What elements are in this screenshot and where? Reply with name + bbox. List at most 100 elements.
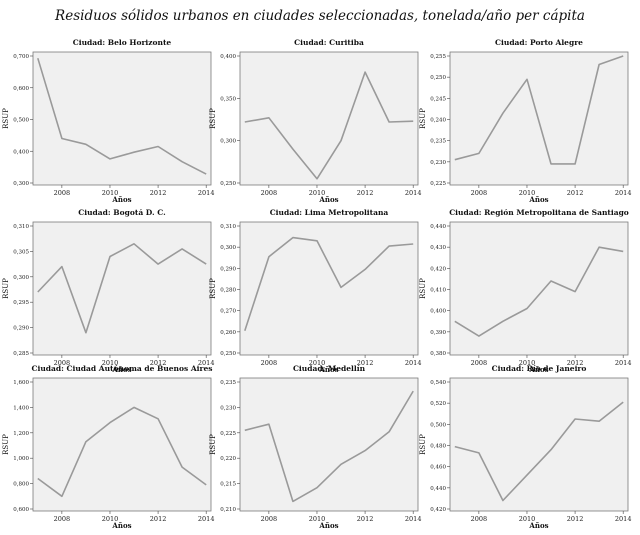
y-axis-label: RSUP	[209, 108, 217, 129]
x-tick-label: 2014	[198, 189, 215, 197]
y-tick-label: 0,290	[220, 266, 236, 272]
y-tick-label: 0,300	[220, 139, 236, 145]
plot-area	[32, 377, 212, 512]
y-tick-label: 0,500	[430, 422, 446, 428]
series-line-ciudad-regi-n-metropolitana-de-santiago	[454, 246, 624, 337]
x-tick-label: 2010	[102, 359, 119, 367]
y-tick-label: 0,235	[220, 380, 236, 386]
y-tick-label: 0,700	[13, 54, 29, 60]
x-tick-label: 2010	[309, 515, 326, 523]
y-axis-label: RSUP	[419, 278, 427, 299]
panel-title: Ciudad: Río de Janeiro	[492, 364, 587, 373]
series-line-ciudad-porto-alegre	[454, 55, 624, 165]
x-axis-label: Años	[111, 521, 131, 530]
series-line-ciudad-ciudad-aut-noma-de-buenos-aires	[37, 406, 207, 498]
x-tick-label: 2008	[54, 515, 71, 523]
series-line-ciudad-curitiba	[244, 71, 414, 180]
y-tick-label: 0,260	[220, 330, 236, 336]
panel-title: Ciudad: Curitiba	[294, 38, 364, 47]
plot-area	[449, 51, 629, 186]
x-tick-label: 2012	[357, 359, 374, 367]
panel-title: Ciudad: Región Metropolitana de Santiago	[449, 208, 629, 217]
y-tick-label: 0,225	[220, 431, 236, 437]
x-axis-label: Años	[111, 365, 131, 374]
panel-6: Ciudad: Región Metropolitana de Santiago…	[419, 208, 631, 374]
y-tick-label: 0,305	[13, 249, 29, 255]
x-tick-label: 2012	[567, 359, 584, 367]
panel-2: Ciudad: Curitiba 0,250 0,300 0,350 0,400 2008…	[209, 38, 421, 204]
panel-4: Ciudad: Bogotá D. C. 0,285 0,290 0,295 0,300…	[2, 208, 214, 374]
panel-title: Ciudad: Porto Alegre	[495, 38, 583, 47]
x-tick-label: 2010	[309, 359, 326, 367]
x-tick-label: 2010	[102, 189, 119, 197]
y-tick-label: 0,245	[430, 96, 446, 102]
x-tick-label: 2012	[567, 189, 584, 197]
x-tick-label: 2014	[405, 189, 422, 197]
panel-8: Ciudad: Medellín 0,210 0,215 0,220 0,225 0,23…	[209, 364, 421, 530]
x-tick-label: 2014	[198, 359, 215, 367]
x-tick-label: 2008	[261, 515, 278, 523]
x-axis-label: Años	[528, 521, 548, 530]
y-tick-label: 0,480	[430, 444, 446, 450]
plot-area	[239, 377, 419, 512]
y-tick-label: 0,390	[430, 330, 446, 336]
y-tick-label: 0,430	[430, 245, 446, 251]
x-tick-label: 2010	[309, 189, 326, 197]
y-tick-label: 0,410	[430, 288, 446, 294]
y-tick-label: 0,310	[220, 224, 236, 230]
panel-7: Ciudad: Ciudad Autónoma de Buenos Aires 0…	[2, 364, 214, 530]
panel-3: Ciudad: Porto Alegre 0,225 0,230 0,235 0,240…	[419, 38, 631, 204]
plot-area	[449, 221, 629, 356]
y-tick-label: 0,400	[430, 309, 446, 315]
panel-title: Ciudad: Medellín	[293, 364, 366, 373]
x-tick-label: 2014	[615, 189, 632, 197]
x-tick-label: 2010	[102, 515, 119, 523]
y-tick-label: 0,280	[220, 288, 236, 294]
series-line-ciudad-lima-metropolitana	[244, 236, 414, 332]
y-tick-label: 0,600	[13, 86, 29, 92]
figure-title: Residuos sólidos urbanos en ciudades sel…	[55, 8, 585, 24]
x-axis-label: Años	[318, 365, 338, 374]
y-tick-label: 0,235	[430, 139, 446, 145]
x-tick-label: 2010	[519, 189, 536, 197]
plot-area	[32, 51, 212, 186]
x-tick-label: 2014	[615, 515, 632, 523]
y-axis-label: RSUP	[209, 434, 217, 455]
y-tick-label: 0,800	[13, 482, 29, 488]
y-tick-label: 0,295	[13, 300, 29, 306]
x-tick-label: 2010	[519, 359, 536, 367]
y-tick-label: 0,520	[430, 401, 446, 407]
y-tick-label: 0,350	[220, 96, 236, 102]
y-tick-label: 0,285	[13, 351, 29, 357]
x-axis-label: Años	[528, 195, 548, 204]
y-tick-label: 0,460	[430, 465, 446, 471]
y-tick-label: 0,300	[13, 181, 29, 187]
x-axis-label: Años	[111, 195, 131, 204]
x-tick-label: 2008	[471, 189, 488, 197]
y-axis-label: RSUP	[2, 108, 10, 129]
series-line-ciudad-r-o-de-janeiro	[454, 401, 624, 502]
y-tick-label: 0,420	[430, 266, 446, 272]
x-tick-label: 2008	[261, 359, 278, 367]
panel-5: Ciudad: Lima Metropolitana 0,250 0,260 0,27…	[209, 208, 421, 374]
panel-title: Ciudad: Bogotá D. C.	[78, 208, 165, 217]
y-tick-label: 1,600	[13, 380, 29, 386]
y-tick-label: 0,500	[13, 118, 29, 124]
y-tick-label: 0,300	[13, 275, 29, 281]
x-tick-label: 2012	[357, 189, 374, 197]
y-tick-label: 0,255	[430, 54, 446, 60]
y-tick-label: 0,420	[430, 507, 446, 513]
y-tick-label: 0,250	[430, 75, 446, 81]
y-tick-label: 1,400	[13, 405, 29, 411]
x-tick-label: 2008	[54, 189, 71, 197]
y-tick-label: 0,210	[220, 507, 236, 513]
y-axis-label: RSUP	[209, 278, 217, 299]
panel-title: Ciudad: Belo Horizonte	[73, 38, 172, 47]
x-tick-label: 2014	[405, 515, 422, 523]
panel-1: Ciudad: Belo Horizonte 0,300 0,400 0,500 0,6…	[2, 38, 214, 204]
y-tick-label: 0,230	[430, 160, 446, 166]
x-axis-label: Años	[318, 521, 338, 530]
y-tick-label: 0,600	[13, 507, 29, 513]
y-tick-label: 1,000	[13, 456, 29, 462]
